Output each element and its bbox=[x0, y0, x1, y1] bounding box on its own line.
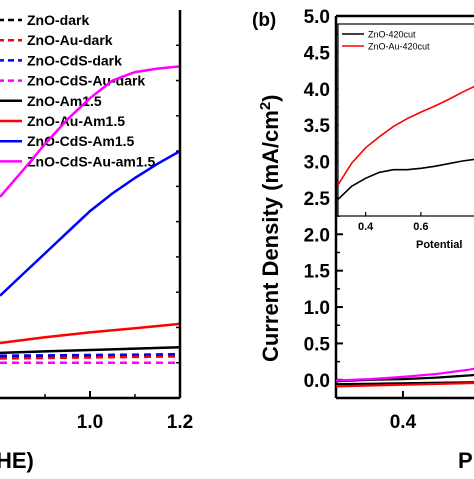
inset-legend-label-zno-420cut: ZnO-420cut bbox=[368, 30, 416, 40]
panel-b-y-tick-label: 4.0 bbox=[304, 80, 330, 101]
panel-b-y-tick-label: 3.5 bbox=[304, 116, 331, 137]
panel-a-series-group bbox=[0, 65, 181, 364]
panel-a-x-axis-label: HE) bbox=[0, 448, 34, 473]
panel-a-legend-label-zno-cds-au-dark: ZnO-CdS-Au-dark bbox=[27, 73, 145, 89]
panel-a: ZnO-dark ZnO-Au-dark ZnO-CdS-dark ZnO-CdS-A… bbox=[0, 10, 193, 473]
panel-a-series-zno-cds-am1-5 bbox=[0, 150, 181, 297]
panel-b-label: (b) bbox=[252, 10, 276, 31]
panel-b-series-group bbox=[335, 367, 474, 388]
panel-b-y-tick-label: 1.5 bbox=[304, 262, 331, 283]
panel-a-series-zno-am1-5 bbox=[0, 345, 181, 355]
panel-b-series-zno-au-dark bbox=[335, 381, 474, 388]
panel-b-y-ticks: 0.0 0.5 1.0 1.5 2.0 2.5 3.0 3.5 4.0 4.5 5.0 bbox=[304, 7, 343, 392]
panel-a-legend-label-zno-dark: ZnO-dark bbox=[27, 12, 89, 28]
panel-a-legend: ZnO-dark ZnO-Au-dark ZnO-CdS-dark ZnO-CdS-A… bbox=[0, 12, 156, 169]
panel-b: (b) 0.0 0.5 1.0 1.5 2.0 2.5 3.0 3.5 4.0 4.5 5.0 0.… bbox=[252, 7, 474, 473]
inset-x-tick-label: 0.6 bbox=[413, 221, 428, 233]
panel-b-y-axis-label-text: Current Density (mA/cm bbox=[258, 110, 283, 362]
inset-x-tick-label: 0.4 bbox=[358, 221, 374, 233]
inset-legend: ZnO-420cut ZnO-Au-420cut bbox=[342, 30, 430, 52]
panel-a-series-zno-au-dark bbox=[0, 355, 181, 360]
panel-b-y-tick-label: 3.0 bbox=[304, 153, 330, 174]
panel-b-y-axis-label: Current Density (mA/cm2) bbox=[257, 94, 283, 362]
panel-a-series-zno-cds-dark bbox=[0, 353, 181, 357]
panel-b-y-tick-label: 2.5 bbox=[304, 189, 331, 210]
panel-a-x-tick-label: 1.2 bbox=[167, 412, 193, 433]
inset-series-zno-420cut bbox=[337, 158, 474, 200]
panel-a-legend-label-zno-cds-dark: ZnO-CdS-dark bbox=[27, 52, 122, 68]
panel-b-y-axis-label-sup: 2 bbox=[257, 102, 274, 110]
panel-b-y-tick-label: 0.5 bbox=[304, 334, 331, 355]
panel-b-x-ticks: 0.4 bbox=[390, 391, 417, 433]
inset-legend-label-zno-au-420cut: ZnO-Au-420cut bbox=[368, 42, 430, 52]
panel-a-series-zno-au-am1-5 bbox=[0, 322, 181, 345]
panel-b-x-tick-label: 0.4 bbox=[390, 412, 417, 433]
panel-a-x-tick-label: 1.0 bbox=[77, 412, 103, 433]
panel-b-series-zno-au-am1-5 bbox=[335, 367, 474, 382]
panel-b-y-tick-label: 2.0 bbox=[304, 225, 330, 246]
panel-b-y-tick-label: 1.0 bbox=[304, 298, 330, 319]
panel-a-series-zno-cds-au-am1-5 bbox=[0, 65, 181, 198]
panel-a-legend-label-zno-au-dark: ZnO-Au-dark bbox=[27, 32, 113, 48]
panel-b-y-tick-label: 4.5 bbox=[304, 43, 331, 64]
panel-b-y-axis-label-close: ) bbox=[258, 94, 283, 101]
panel-b-y-tick-label: 0.0 bbox=[304, 371, 330, 392]
inset-x-axis-label: Potential bbox=[416, 239, 462, 251]
panel-a-legend-label-zno-au-am1-5: ZnO-Au-Am1.5 bbox=[27, 113, 125, 129]
panel-a-legend-label-zno-cds-am1-5: ZnO-CdS-Am1.5 bbox=[27, 133, 135, 149]
inset-series-zno-au-420cut bbox=[337, 85, 474, 186]
panel-a-legend-label-zno-am1-5: ZnO-Am1.5 bbox=[27, 93, 102, 109]
panel-a-x-ticks: 1.0 1.2 bbox=[44, 44, 193, 433]
panel-b-y-tick-label: 5.0 bbox=[304, 7, 330, 28]
inset-x-ticks: 0.4 0.6 bbox=[358, 212, 429, 233]
inset-series-group bbox=[337, 85, 474, 200]
panel-b-x-axis-label: P bbox=[458, 448, 473, 473]
panel-b-inset: ZnO-420cut ZnO-Au-420cut 0.4 0.6 Potential bbox=[337, 23, 474, 251]
panel-a-legend-label-zno-cds-au-am1-5: ZnO-CdS-Au-am1.5 bbox=[27, 153, 156, 169]
